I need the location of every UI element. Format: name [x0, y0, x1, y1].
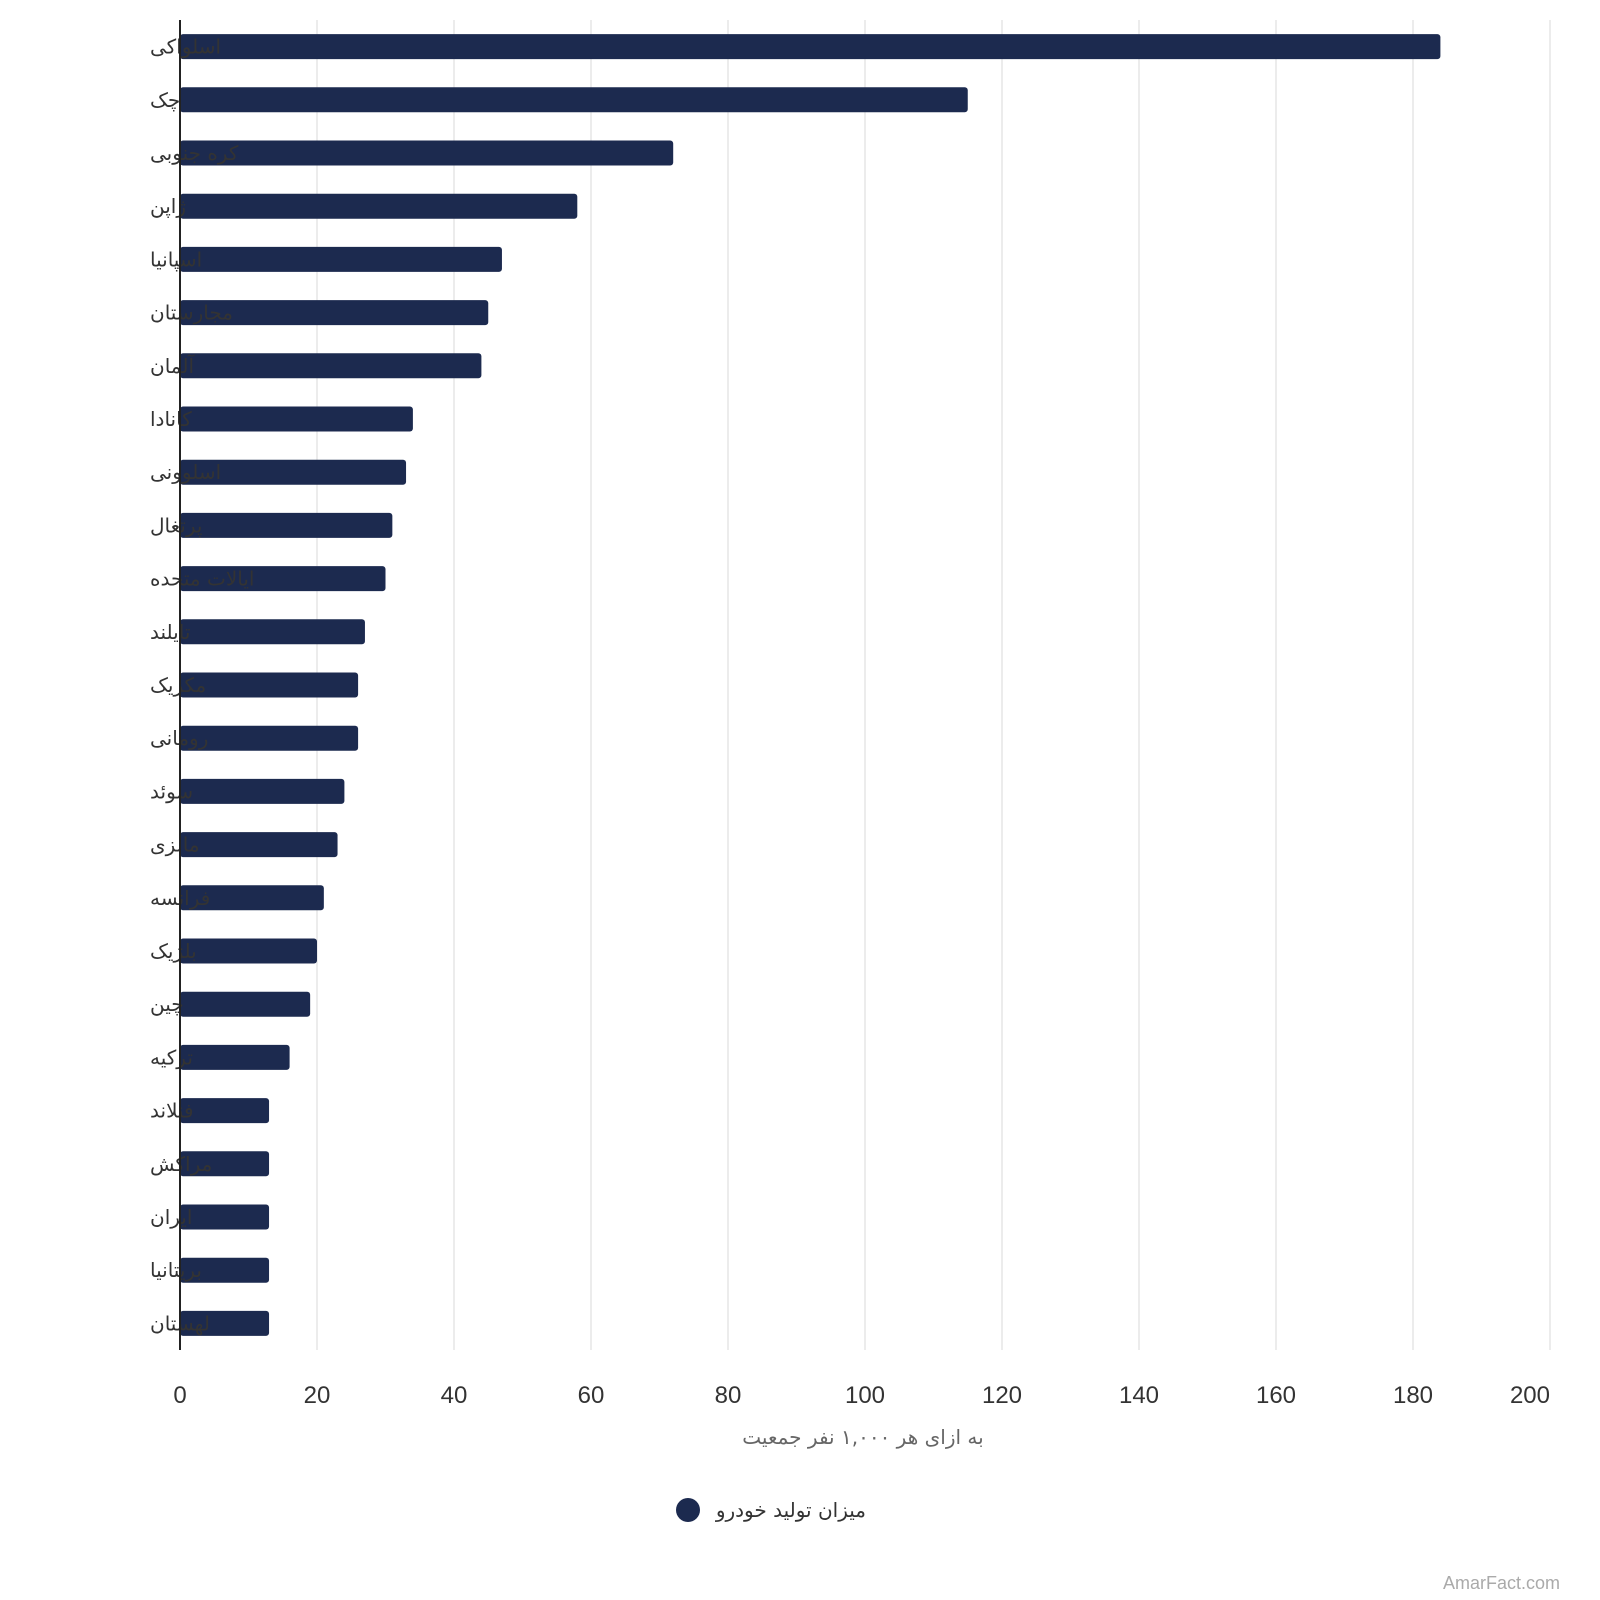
category-label: فنلاند: [150, 1099, 194, 1123]
category-label: چین: [150, 992, 184, 1016]
bar: [180, 1044, 290, 1070]
category-label: پرتغال: [150, 513, 202, 538]
bar: [180, 778, 345, 804]
grid-lines: [316, 20, 1551, 1350]
category-label: کره جنوبی: [150, 141, 239, 165]
category-label: ایالات متحده: [150, 567, 254, 591]
bar: [180, 193, 578, 219]
x-tick-label: 140: [1119, 1382, 1159, 1409]
category-label: اسپانیا: [150, 247, 202, 272]
bar: [180, 832, 338, 858]
bar: [180, 1098, 270, 1124]
category-label: تایلند: [150, 620, 190, 644]
x-axis-title: به ازای هر ۱,۰۰۰ نفر جمعیت: [742, 1425, 983, 1449]
bar: [180, 1257, 270, 1283]
bar: [180, 566, 386, 592]
bar: [180, 1310, 270, 1336]
x-tick-label: 20: [304, 1382, 331, 1409]
category-label: سوئد: [150, 779, 193, 803]
bar: [180, 353, 482, 379]
bar: [180, 725, 359, 751]
bar: [180, 991, 311, 1017]
bar: [180, 300, 489, 326]
bar: [180, 512, 393, 538]
legend: میزان تولید خودرو: [676, 1498, 866, 1522]
legend-swatch: [676, 1498, 700, 1522]
bar: [180, 459, 407, 485]
category-label: بریتانیا: [150, 1258, 202, 1282]
bars: [180, 34, 1441, 1336]
bar: [180, 1204, 270, 1230]
bar: [180, 34, 1441, 60]
x-tick-label: 0: [173, 1382, 186, 1409]
category-label: مکزیک: [150, 673, 206, 697]
x-tick-label: 40: [441, 1382, 468, 1409]
bar: [180, 246, 502, 272]
bar: [180, 619, 365, 645]
category-label: ایران: [150, 1205, 192, 1229]
category-label: ترکیه: [150, 1045, 193, 1069]
bar: [180, 672, 359, 698]
bar: [180, 87, 968, 113]
x-tick-label: 60: [578, 1382, 605, 1409]
bar: [180, 406, 413, 432]
category-label: چک: [150, 88, 180, 112]
bar: [180, 1151, 270, 1177]
category-label: کانادا: [150, 407, 192, 431]
x-tick-label: 80: [715, 1382, 742, 1409]
x-tick-label: 180: [1393, 1382, 1433, 1409]
x-tick-label: 160: [1256, 1382, 1296, 1409]
x-tick-label: 200: [1510, 1382, 1550, 1409]
legend-label: میزان تولید خودرو: [715, 1498, 866, 1522]
category-label: آلمان: [150, 353, 195, 378]
category-label: اسلوونی: [150, 460, 221, 484]
credit-text: AmarFact.com: [1442, 1573, 1560, 1593]
bar: [180, 885, 324, 911]
category-label: مجارستان: [150, 301, 233, 325]
bar: [180, 140, 674, 166]
category-label: مالزی: [150, 833, 200, 857]
category-label: اسلواکی: [150, 35, 221, 59]
x-tick-labels: 0 20 40 60 80 100 120 140 160 180 200: [173, 1382, 1550, 1409]
x-tick-label: 120: [982, 1382, 1022, 1409]
bar: [180, 938, 317, 964]
category-label: مراکش: [150, 1152, 212, 1176]
category-label: بلژیک: [150, 939, 197, 963]
x-tick-label: 100: [845, 1382, 885, 1409]
